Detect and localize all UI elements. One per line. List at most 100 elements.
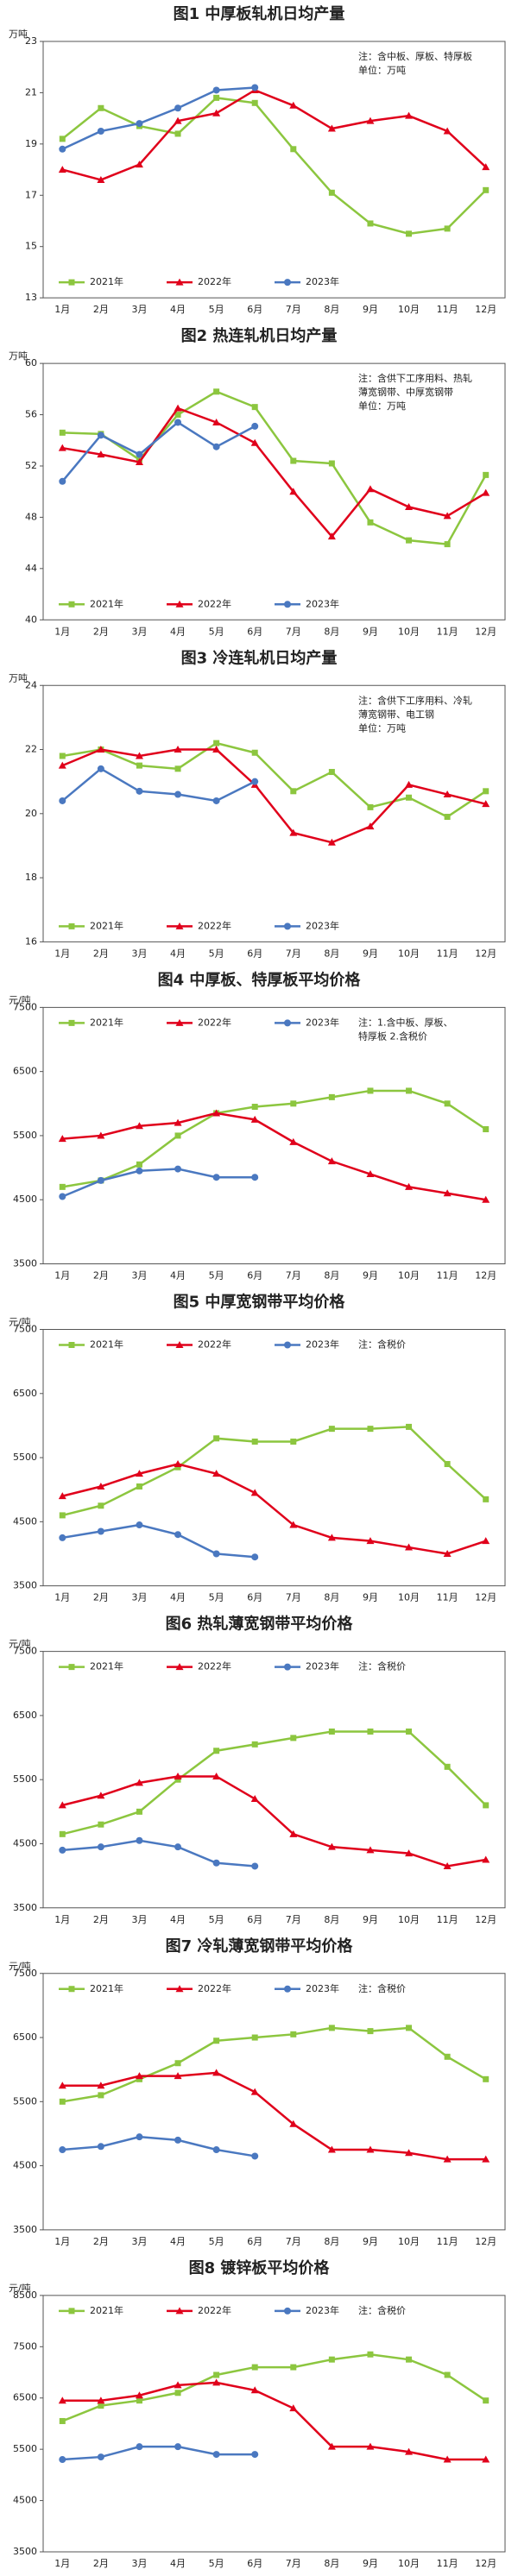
series-line [61,86,256,150]
x-tick-label: 5月 [209,1914,224,1925]
x-tick-label: 11月 [437,2558,458,2569]
plot-frame [42,41,506,299]
marker [68,1019,75,1026]
marker [328,1728,335,1735]
series-line [61,1426,487,1517]
note: 注：含中板、厚板、特厚板 [358,50,472,62]
y-tick-label: 7500 [13,2340,37,2352]
x-tick-label: 5月 [209,948,224,959]
x-tick-label: 12月 [475,1914,496,1925]
marker [59,1193,66,1200]
marker [251,2451,259,2459]
series-line [62,2445,256,2461]
note: 注：含税价 [358,1338,406,1351]
marker [213,1748,220,1754]
series-line [62,390,487,545]
marker [97,2082,105,2089]
x-tick-label: 3月 [131,2236,147,2247]
x-tick-label: 4月 [170,304,186,315]
marker [59,1846,66,1854]
marker [405,111,414,119]
y-tick-label: 6500 [13,2031,37,2043]
marker [482,800,490,808]
x-tick-label: 6月 [247,2558,262,2569]
series-line [62,741,487,818]
marker [251,422,259,430]
x-tick-label: 7月 [286,1592,301,1603]
marker [250,1489,259,1496]
marker [405,1543,414,1551]
marker [366,117,375,124]
marker [97,1482,105,1490]
marker [136,1836,143,1844]
y-tick-label: 19 [25,138,37,149]
marker [136,762,142,769]
marker [212,1550,220,1558]
marker [175,1018,184,1026]
marker [406,794,413,801]
x-tick-label: 1月 [54,626,70,637]
marker [174,104,182,112]
marker [251,778,259,785]
x-tick-label: 9月 [363,1270,378,1282]
marker [251,1741,258,1748]
marker [250,2386,259,2394]
marker [482,1537,490,1545]
marker [135,1470,143,1477]
y-tick-label: 6500 [13,1388,37,1399]
y-tick-label: 3500 [13,2546,37,2557]
x-tick-label: 7月 [286,2558,301,2569]
y-tick-label: 60 [25,357,37,368]
marker [58,2082,66,2089]
x-tick-label: 12月 [475,1270,496,1282]
series-line [61,89,487,181]
marker [366,2442,375,2450]
marker [328,189,335,196]
marker [136,450,143,458]
marker [289,1830,298,1837]
marker [213,388,220,395]
marker [290,1438,297,1445]
x-tick-label: 7月 [286,626,301,637]
marker [174,790,182,798]
marker [213,94,220,101]
x-tick-label: 12月 [475,626,496,637]
y-unit: 元/吨 [9,1639,31,1650]
marker [212,2146,220,2154]
x-tick-label: 1月 [54,1914,70,1925]
y-tick-label: 4500 [13,1515,37,1527]
marker [58,444,66,451]
chart-title: 图8 镀锌板平均价格 [189,2258,331,2277]
legend-label: 2021年 [90,919,123,931]
marker [443,2155,452,2163]
marker [174,412,181,419]
y-tick-label: 4500 [13,1194,37,1205]
note: 单位：万吨 [358,64,406,76]
series-line [62,2381,486,2461]
marker [251,749,258,756]
marker [212,797,220,804]
marker [174,1843,182,1851]
note: 注：含供下工序用料、冷轧 [358,694,472,706]
x-tick-label: 10月 [398,1270,420,1282]
marker [366,1170,375,1178]
marker [284,923,291,930]
marker [251,1862,259,1870]
series-line [61,1168,256,1198]
marker [59,1830,66,1837]
marker [483,1126,490,1133]
x-tick-label: 8月 [324,1270,339,1282]
x-tick-label: 2月 [93,2236,109,2247]
marker [483,788,490,795]
x-tick-label: 10月 [398,1592,420,1603]
marker [98,1821,104,1828]
x-tick-label: 4月 [170,2236,186,2247]
marker [136,2133,143,2141]
marker [289,2404,298,2412]
x-tick-label: 3月 [131,626,147,637]
marker [284,279,291,287]
x-tick-label: 3月 [131,2558,147,2569]
marker [289,1521,298,1528]
marker [136,787,143,795]
marker [250,1794,259,1802]
